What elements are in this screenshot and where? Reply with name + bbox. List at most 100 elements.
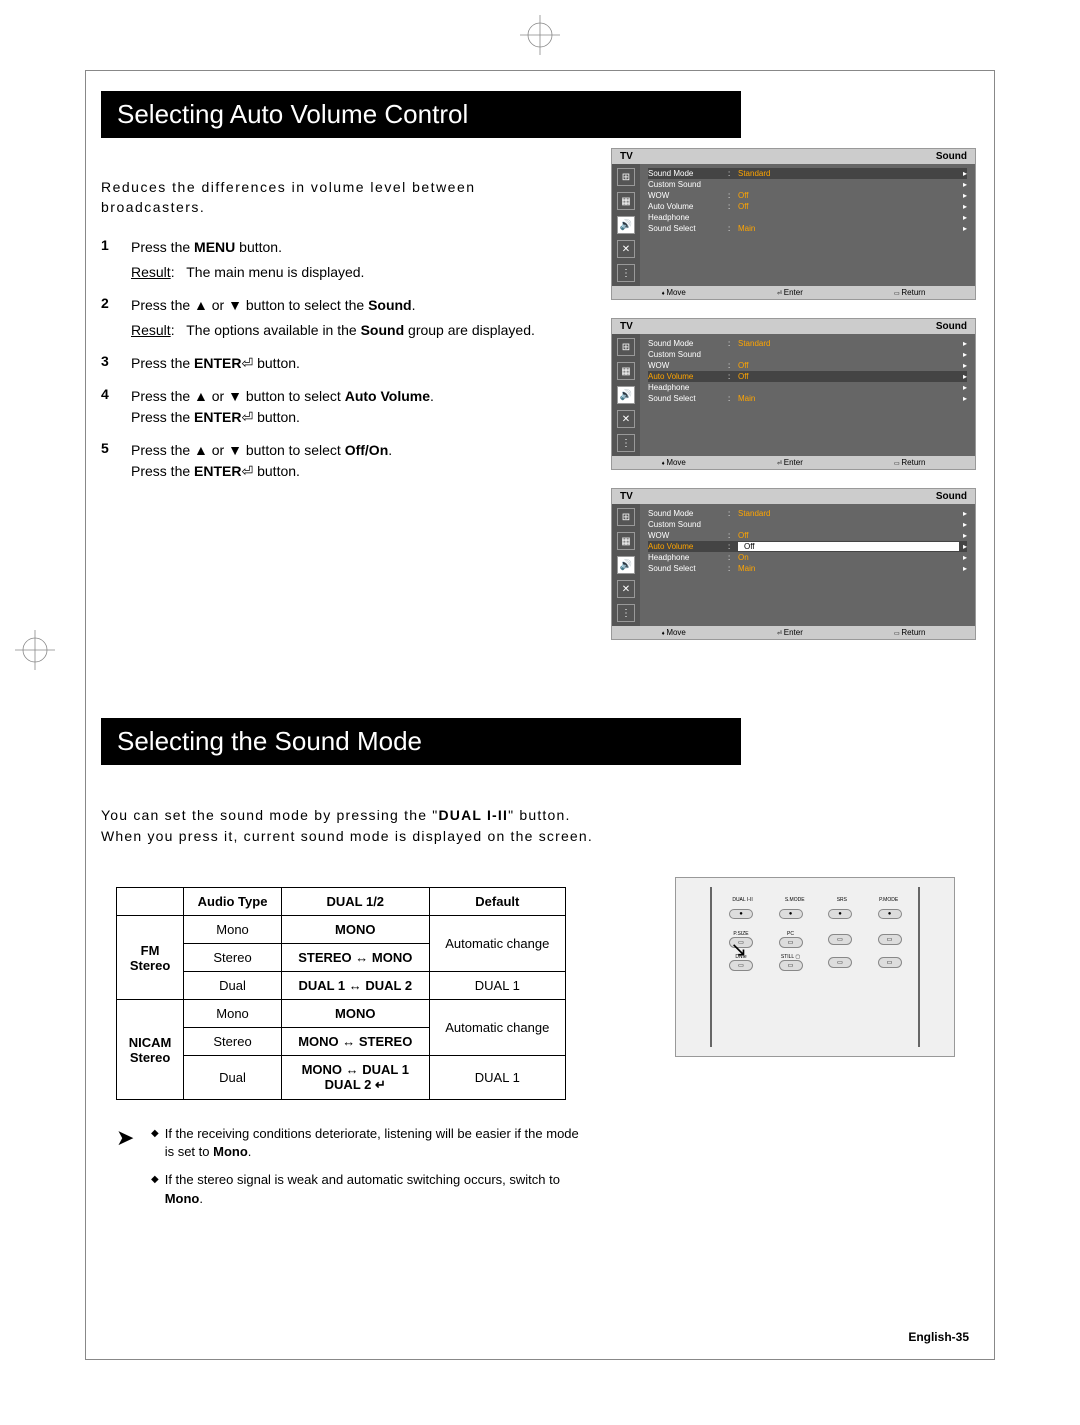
osd-tab-icon: ✕	[617, 410, 635, 428]
section-2-left: Audio TypeDUAL 1/2DefaultFMStereoMonoMON…	[101, 867, 605, 1243]
section-1-content: Reduces the differences in volume level …	[101, 148, 979, 658]
osd-menu-item: Headphone:On▸	[648, 552, 967, 563]
remote-button: ●	[779, 909, 803, 919]
table-cell-type: Mono	[184, 1000, 282, 1028]
osd-menu-item: Custom Sound▸	[648, 349, 967, 360]
remote-illustration: ↘ DUAL I-IIS.MODESRSP.MODE ●●●● P.SIZE▭P…	[675, 877, 955, 1057]
osd-menu-item: Auto Volume:Off▸	[648, 371, 967, 382]
table-header	[117, 888, 184, 916]
step-number: 4	[101, 386, 131, 402]
osd-menu-item: Sound Mode:Standard▸	[648, 508, 967, 519]
table-cell-dual: DUAL 1 ↔ DUAL 2	[281, 972, 429, 1000]
step-body: Press the MENU button.Result: The main m…	[131, 237, 581, 283]
table-cell-type: Stereo	[184, 1028, 282, 1056]
osd-tab-icon: ▦	[617, 532, 635, 550]
table-group-label: NICAMStereo	[117, 1000, 184, 1100]
table-row: FMStereoMonoMONOAutomatic change	[117, 916, 566, 944]
remote-button: ●	[828, 909, 852, 919]
osd-tab-icon: ⋮	[617, 434, 635, 452]
note-item: ◆If the receiving conditions deteriorate…	[151, 1125, 580, 1161]
section-2-right: ↘ DUAL I-IIS.MODESRSP.MODE ●●●● P.SIZE▭P…	[605, 867, 979, 1243]
osd-tab-icon: ▦	[617, 362, 635, 380]
step-number: 2	[101, 295, 131, 311]
osd-menu-item: WOW:Off▸	[648, 190, 967, 201]
table-cell-type: Dual	[184, 972, 282, 1000]
osd-menu-item: Headphone▸	[648, 382, 967, 393]
osd-tab-icon: ⋮	[617, 604, 635, 622]
table-cell-type: Stereo	[184, 944, 282, 972]
osd-tabs: ⊞▦🔊✕⋮	[612, 164, 640, 286]
osd-body: ⊞▦🔊✕⋮Sound Mode:Standard▸Custom Sound▸WO…	[612, 504, 975, 626]
osd-list: Sound Mode:Standard▸Custom Sound▸WOW:Off…	[640, 164, 975, 286]
step: 3Press the ENTER⏎ button.	[101, 353, 581, 374]
remote-button-label: SRS	[837, 897, 847, 903]
remote-inner: ↘ DUAL I-IIS.MODESRSP.MODE ●●●● P.SIZE▭P…	[710, 887, 920, 1047]
osd-screenshots: TVSound ⊞▦🔊✕⋮Sound Mode:Standard▸Custom …	[591, 148, 976, 658]
table-cell-dual: MONO	[281, 916, 429, 944]
page-number: English-35	[908, 1330, 969, 1344]
remote-button: ▭	[779, 960, 803, 971]
remote-button-label: STILL ▢	[779, 954, 803, 960]
osd-tab-icon: 🔊	[617, 386, 635, 404]
step-body: Press the ▲ or ▼ button to select Off/On…	[131, 440, 581, 482]
remote-button: ▭	[828, 934, 852, 945]
osd-menu-item: WOW:Off▸	[648, 360, 967, 371]
step-body: Press the ENTER⏎ button.	[131, 353, 581, 374]
remote-button: ▭	[828, 957, 852, 968]
section-2-content: Audio TypeDUAL 1/2DefaultFMStereoMonoMON…	[101, 867, 979, 1243]
osd-footer: MoveEnterReturn	[612, 626, 975, 639]
table-header: Audio Type	[184, 888, 282, 916]
table-cell-default: Automatic change	[429, 1000, 565, 1056]
osd-menu-item: Custom Sound▸	[648, 519, 967, 530]
osd-tab-icon: ⊞	[617, 508, 635, 526]
remote-button-label: DUAL I-II	[732, 897, 752, 903]
step-number: 5	[101, 440, 131, 456]
notes-area: ➤ ◆If the receiving conditions deteriora…	[116, 1125, 580, 1218]
section-1-left: Reduces the differences in volume level …	[101, 148, 591, 658]
remote-button: ●	[878, 909, 902, 919]
osd-tab-icon: ⋮	[617, 264, 635, 282]
crop-mark-left	[15, 630, 55, 670]
osd-body: ⊞ ▦ 🔊 ✕ ⋮ Sound Mode:Standard▸Custom Sound▸WO…	[612, 334, 975, 456]
step: 4Press the ▲ or ▼ button to select Auto …	[101, 386, 581, 428]
remote-row-1-buttons: ●●●●	[716, 909, 914, 919]
table-row: DualMONO ↔ DUAL 1DUAL 2 ↵DUAL 1	[117, 1056, 566, 1100]
intro-1: Reduces the differences in volume level …	[101, 178, 581, 217]
table-header: DUAL 1/2	[281, 888, 429, 916]
osd-footer: MoveEnterReturn	[612, 286, 975, 299]
osd-menu-item: Sound Select:Main▸	[648, 393, 967, 404]
section-heading-1: Selecting Auto Volume Control	[101, 91, 741, 138]
osd-tab-icon: ⊞	[617, 338, 635, 356]
notes-list: ◆If the receiving conditions deteriorate…	[151, 1125, 580, 1218]
table-cell-dual: MONO	[281, 1000, 429, 1028]
step-body: Press the ▲ or ▼ button to select Auto V…	[131, 386, 581, 428]
remote-button: ▭	[878, 957, 902, 968]
osd-footer: MoveEnterReturn	[612, 456, 975, 469]
osd-header: TVSound	[612, 149, 975, 164]
osd-header: TVSound	[612, 489, 975, 504]
osd-tab-icon: ▦	[617, 192, 635, 210]
table-row: NICAMStereoMonoMONOAutomatic change	[117, 1000, 566, 1028]
heading-2-text: Selecting the Sound Mode	[103, 720, 739, 763]
osd-menu-item: Custom Sound▸	[648, 179, 967, 190]
osd-menu-item: Sound Select:Main▸	[648, 223, 967, 234]
osd-body: ⊞▦🔊✕⋮Sound Mode:Standard▸Custom Sound▸WO…	[612, 164, 975, 286]
steps-list: 1Press the MENU button.Result: The main …	[101, 237, 581, 482]
osd-tabs: ⊞ ▦ 🔊 ✕ ⋮	[612, 334, 640, 456]
step: 5Press the ▲ or ▼ button to select Off/O…	[101, 440, 581, 482]
intro-2: You can set the sound mode by pressing t…	[101, 805, 979, 847]
osd-tab-icon: 🔊	[617, 556, 635, 574]
osd-menu-item: Auto Volume:Off▸	[648, 541, 967, 552]
osd-header: TVSound	[612, 319, 975, 334]
section-heading-2: Selecting the Sound Mode	[101, 718, 741, 765]
osd-tab-icon: ✕	[617, 580, 635, 598]
crop-mark-top	[520, 15, 560, 55]
note-icon: ➤	[116, 1125, 141, 1218]
table-cell-default: DUAL 1	[429, 1056, 565, 1100]
osd-list: Sound Mode:Standard▸Custom Sound▸WOW:Off…	[640, 334, 975, 456]
table-cell-dual: MONO ↔ STEREO	[281, 1028, 429, 1056]
osd-tab-icon: ✕	[617, 240, 635, 258]
osd-menu-item: Auto Volume:Off▸	[648, 201, 967, 212]
osd-tab-icon: ⊞	[617, 168, 635, 186]
table-cell-type: Mono	[184, 916, 282, 944]
